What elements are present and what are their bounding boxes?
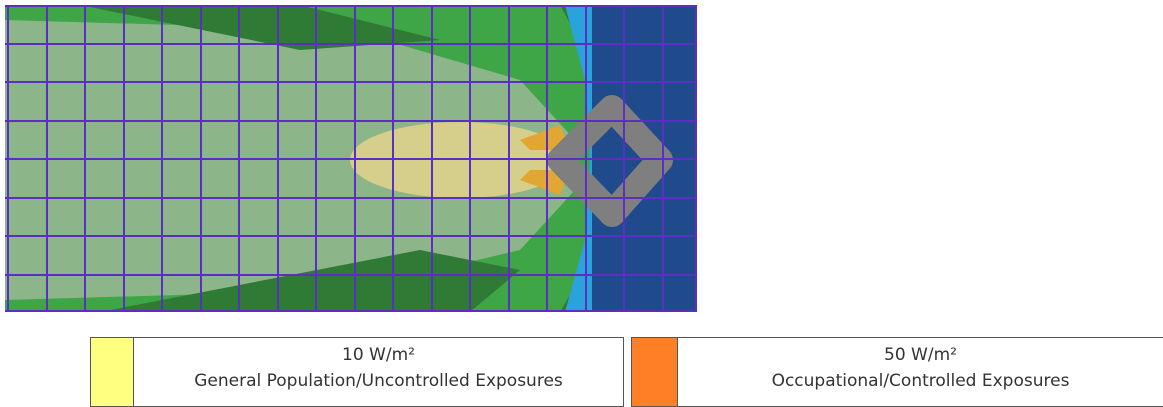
zone-orange bbox=[520, 125, 570, 195]
legend-swatch bbox=[90, 337, 134, 407]
legend-description: Occupational/Controlled Exposures bbox=[771, 371, 1070, 391]
legend-item: 10 W/m² General Population/Uncontrolled … bbox=[90, 337, 624, 407]
legend-value: 10 W/m² bbox=[342, 345, 415, 365]
legend-label: 50 W/m² Occupational/Controlled Exposure… bbox=[678, 337, 1163, 407]
zone-dark-top bbox=[80, 5, 440, 50]
structure bbox=[547, 95, 673, 227]
legend-value: 50 W/m² bbox=[884, 345, 957, 365]
legend-description: General Population/Uncontrolled Exposure… bbox=[194, 371, 563, 391]
legend-swatch bbox=[631, 337, 678, 407]
zone-dark-bottom bbox=[100, 250, 520, 312]
legend-item: 50 W/m² Occupational/Controlled Exposure… bbox=[631, 337, 1163, 407]
legend-label: 10 W/m² General Population/Uncontrolled … bbox=[134, 337, 624, 407]
exposure-map bbox=[5, 5, 697, 312]
grid bbox=[5, 5, 697, 312]
